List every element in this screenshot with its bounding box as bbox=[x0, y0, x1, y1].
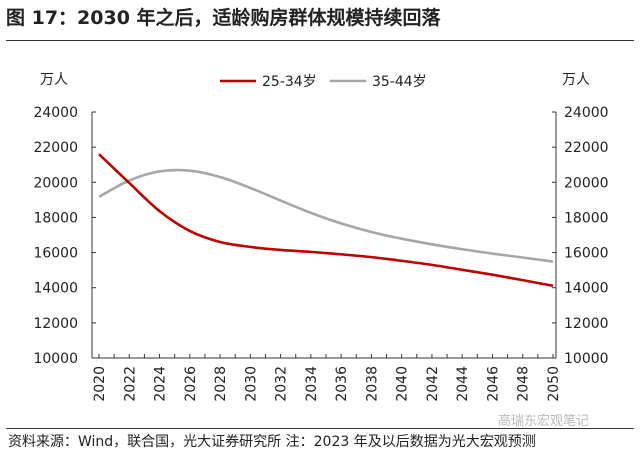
x-tick-label: 2046 bbox=[485, 366, 501, 402]
y-tick-label-right: 16000 bbox=[564, 246, 609, 262]
y-tick-label-left: 20000 bbox=[33, 175, 78, 191]
x-tick-label: 2036 bbox=[334, 366, 350, 402]
legend-label: 25-34岁 bbox=[262, 74, 317, 90]
y-axis-label-right: 万人 bbox=[562, 72, 590, 88]
y-tick-label-left: 14000 bbox=[33, 281, 78, 297]
watermark: 高瑞东宏观笔记 bbox=[498, 414, 590, 429]
x-tick-label: 2032 bbox=[274, 366, 290, 402]
y-tick-label-left: 22000 bbox=[33, 140, 78, 156]
y-tick-label-left: 16000 bbox=[33, 246, 78, 262]
x-tick-label: 2044 bbox=[455, 366, 471, 402]
y-tick-label-right: 12000 bbox=[564, 316, 609, 332]
x-tick-label: 2030 bbox=[243, 366, 259, 402]
x-tick-label: 2048 bbox=[516, 366, 532, 402]
y-tick-label-left: 24000 bbox=[33, 105, 78, 121]
y-tick-label-left: 12000 bbox=[33, 316, 78, 332]
x-tick-label: 2026 bbox=[183, 366, 199, 402]
series-line-35-44岁 bbox=[98, 168, 554, 263]
x-tick-label: 2028 bbox=[213, 366, 229, 402]
x-tick-label: 2050 bbox=[546, 366, 562, 402]
bottom-rule bbox=[6, 428, 634, 429]
x-tick-label: 2022 bbox=[122, 366, 138, 402]
x-tick-label: 2038 bbox=[364, 366, 380, 402]
source-note: 资料来源：Wind，联合国，光大证券研究所 注：2023 年及以后数据为光大宏观… bbox=[8, 434, 536, 450]
y-tick-label-right: 14000 bbox=[564, 281, 609, 297]
x-tick-label: 2020 bbox=[92, 366, 108, 402]
x-tick-label: 2034 bbox=[304, 366, 320, 402]
y-axis-label-left: 万人 bbox=[40, 72, 68, 88]
x-tick-label: 2040 bbox=[395, 366, 411, 402]
y-tick-label-left: 10000 bbox=[33, 351, 78, 367]
legend-label: 35-44岁 bbox=[372, 74, 427, 90]
x-tick-label: 2024 bbox=[153, 366, 169, 402]
x-tick-label: 2042 bbox=[425, 366, 441, 402]
top-rule bbox=[6, 40, 634, 41]
y-tick-label-right: 18000 bbox=[564, 210, 609, 226]
y-tick-label-right: 20000 bbox=[564, 175, 609, 191]
line-chart: 万人 万人 10000 10000 12000 12000 14000 14000 1600… bbox=[33, 72, 609, 402]
y-tick-label-left: 18000 bbox=[33, 210, 78, 226]
figure-title: 图 17：2030 年之后，适龄购房群体规模持续回落 bbox=[6, 7, 441, 29]
y-tick-label-right: 24000 bbox=[564, 105, 609, 121]
series-line-25-34岁 bbox=[98, 153, 554, 288]
y-tick-label-right: 22000 bbox=[564, 140, 609, 156]
y-tick-label-right: 10000 bbox=[564, 351, 609, 367]
